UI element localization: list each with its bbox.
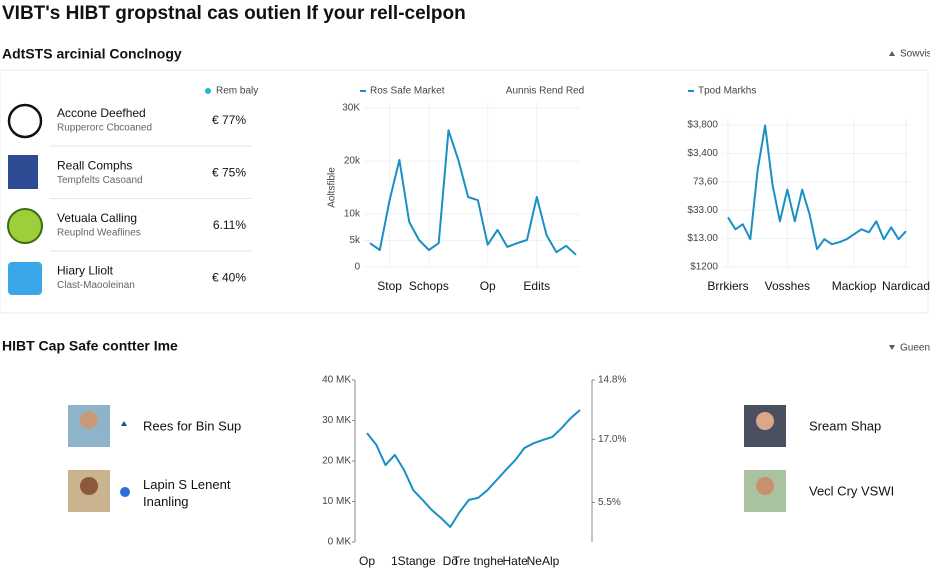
item-value: € 77% (212, 113, 246, 127)
y-tick-label: 10 MK (322, 496, 351, 507)
x-tick-label: Vosshes (765, 279, 810, 293)
legend-dot (205, 88, 211, 94)
item-detail: Reuplnd Weaflines (57, 228, 141, 239)
y-tick-label: 10k (344, 209, 361, 220)
list-legend: Rem baly (216, 86, 258, 97)
y-tick-label: $13.00 (687, 233, 718, 244)
item-value: € 75% (212, 166, 246, 180)
x-tick-label: NeAlp (527, 554, 560, 568)
person-name: Sream Shap (809, 418, 881, 433)
avatar-face (80, 477, 98, 495)
section-control[interactable]: Gueenlo (900, 343, 930, 354)
item-value: 6.11% (213, 218, 246, 232)
line-series (366, 409, 581, 528)
line-series (727, 124, 907, 251)
x-tick-label: Schops (409, 279, 449, 293)
avatar-face (756, 412, 774, 430)
annotation: Aunnis Rend Red (506, 86, 584, 97)
y-axis-label: Aoltsfible (327, 167, 338, 208)
arrow-icon (121, 421, 127, 426)
y-tick-label: $3,400 (687, 148, 718, 159)
item-detail: Clast-Maooleinan (57, 280, 135, 291)
y-tick-label: $1200 (690, 262, 718, 273)
item-icon (7, 103, 43, 139)
x-tick-label: Mackiop (832, 279, 877, 293)
item-detail: Rupperorc Cbcoaned (57, 123, 152, 134)
x-tick-label: Brrkiers (707, 279, 748, 293)
x-tick-label: Hate (502, 554, 528, 568)
y-tick-label: $33.00 (687, 205, 718, 216)
item-icon (7, 208, 43, 244)
x-tick-label: Stop (377, 279, 402, 293)
y-tick-label: 30 MK (322, 415, 351, 426)
y-tick-label: 0 MK (328, 537, 352, 548)
y-tick-label: 5k (349, 235, 361, 246)
y-tick-label: 20 MK (322, 456, 351, 467)
page-title: VIBT's HIBT gropstnal cas outien If your… (2, 3, 466, 24)
avatar-face (80, 411, 98, 429)
item-detail: Tempfelts Casoand (57, 175, 143, 186)
item-name: Accone Deefhed (57, 106, 146, 120)
person-name: Rees for Bin Sup (143, 418, 241, 433)
person-name: Lapin S Lenent Inanling (143, 477, 231, 509)
y2-tick-label: 17.0% (598, 434, 626, 445)
section-title: HIBT Cap Safe contter Ime (2, 338, 178, 354)
item-name: Reall Comphs (57, 159, 132, 173)
item-icon (8, 262, 42, 295)
avatar-face (756, 477, 774, 495)
legend-label: Tpod Markhs (698, 86, 756, 97)
x-tick-label: Tre tnghe (453, 554, 504, 568)
expand-icon[interactable] (889, 345, 895, 350)
badge-icon (120, 487, 130, 497)
legend-label: Ros Safe Market (370, 86, 445, 97)
line-series (369, 129, 577, 256)
item-name: Hiary Lliolt (57, 264, 114, 278)
y2-tick-label: 5.5% (598, 497, 621, 508)
y2-tick-label: 14.8% (598, 375, 626, 386)
expand-icon[interactable] (889, 51, 895, 56)
x-tick-label: Do (443, 554, 459, 568)
section-control[interactable]: Sowvis (900, 49, 930, 60)
x-tick-label: 1Stange (391, 554, 436, 568)
x-tick-label: Nardicad (882, 279, 930, 293)
person-name: Vecl Cry VSWI (809, 483, 894, 498)
y-tick-label: 40 MK (322, 375, 351, 386)
x-tick-label: Op (480, 279, 496, 293)
y-tick-label: 20k (344, 156, 361, 167)
y-tick-label: 73,60 (693, 176, 718, 187)
y-tick-label: $3,800 (687, 120, 718, 131)
y-tick-label: 30K (342, 103, 360, 114)
item-value: € 40% (212, 271, 246, 285)
x-tick-label: Edits (523, 279, 550, 293)
section-title: AdtSTS arcinial Conclnogy (2, 46, 182, 62)
y-tick-label: 0 (354, 262, 360, 273)
x-tick-label: Op (359, 554, 375, 568)
item-icon (8, 155, 38, 189)
item-name: Vetuala Calling (57, 211, 137, 225)
